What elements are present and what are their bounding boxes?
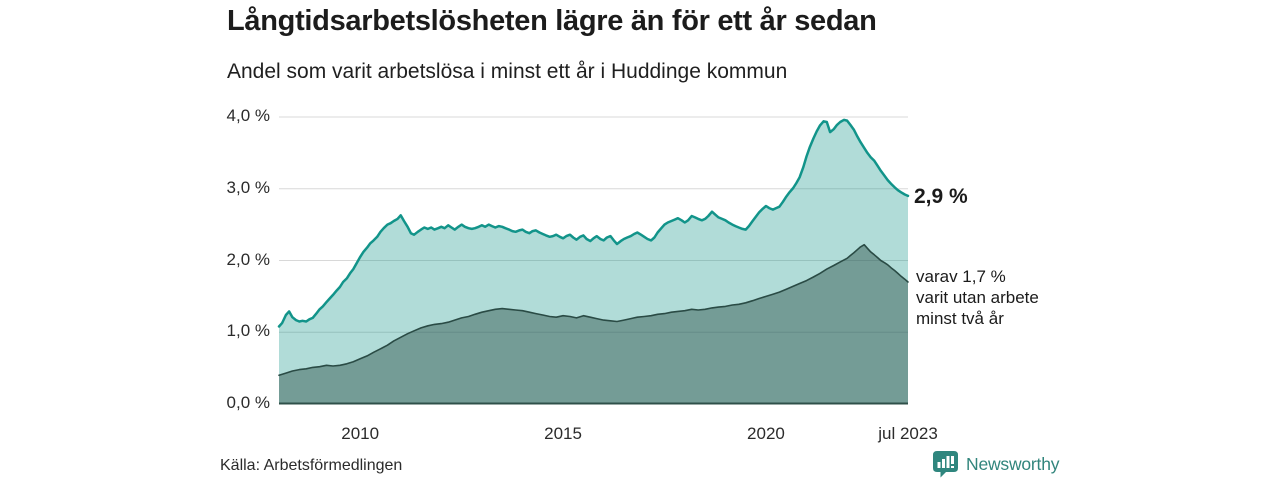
newsworthy-logo-text: Newsworthy <box>966 454 1060 474</box>
latest-total-annotation: 2,9 % <box>914 185 968 208</box>
series-area-1 <box>279 244 908 404</box>
x-tick-label: 2020 <box>747 424 785 443</box>
x-tick-label: 2010 <box>341 424 380 443</box>
series-line-1 <box>278 243 909 377</box>
two-year-annotation-line3: minst två år <box>916 309 1004 328</box>
newsworthy-logo-icon <box>933 451 958 478</box>
series-line-0 <box>277 118 910 328</box>
x-tick-label: 2015 <box>544 424 582 443</box>
x-tick-label: jul 2023 <box>878 424 938 443</box>
two-year-annotation: varav 1,7 % varit utan arbete minst två … <box>916 266 1039 329</box>
y-tick-label: 2,0 % <box>226 249 270 269</box>
y-tick-label: 3,0 % <box>226 177 270 197</box>
two-year-annotation-line1: varav 1,7 % <box>916 267 1006 286</box>
page-title: Långtidsarbetslösheten lägre än för ett … <box>227 5 877 37</box>
chart-subtitle: Andel som varit arbetslösa i minst ett å… <box>227 60 788 83</box>
source-credit: Källa: Arbetsförmedlingen <box>220 457 403 474</box>
y-tick-label: 0,0 % <box>226 393 270 412</box>
y-tick-label: 1,0 % <box>226 321 270 341</box>
newsworthy-brand: Newsworthy <box>932 450 1060 479</box>
two-year-annotation-line2: varit utan arbete <box>916 288 1039 307</box>
y-tick-label: 4,0 % <box>226 106 270 125</box>
series-area-0 <box>279 119 908 405</box>
